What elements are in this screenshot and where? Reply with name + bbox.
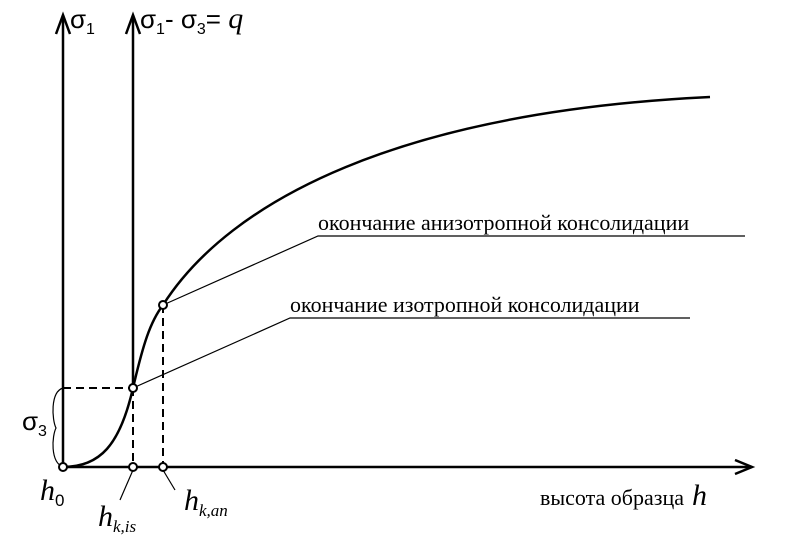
y2-label: σ1- σ3= q xyxy=(140,2,243,38)
symbol: h xyxy=(98,500,113,533)
leader-line xyxy=(162,235,745,306)
operator: - xyxy=(165,4,181,34)
y2-arrow xyxy=(124,11,142,35)
point xyxy=(158,300,168,310)
leader-line xyxy=(132,317,690,389)
point-label: h0 xyxy=(40,474,64,510)
x-label: высота образца h xyxy=(540,479,707,512)
points xyxy=(58,300,168,472)
point xyxy=(158,462,168,472)
point xyxy=(128,462,138,472)
curve xyxy=(62,95,711,469)
symbol: h xyxy=(40,474,55,507)
symbol: h xyxy=(184,484,199,517)
point-label: hk,an xyxy=(184,484,228,520)
x-arrow xyxy=(734,458,756,476)
symbol: σ xyxy=(181,4,197,34)
point xyxy=(58,462,68,472)
y1-arrow xyxy=(54,11,72,35)
annotation: окончание анизотропной консолидации xyxy=(318,210,689,235)
subscript: 1 xyxy=(86,21,95,38)
variable: h xyxy=(692,479,707,512)
subscript: 3 xyxy=(197,21,206,38)
symbol: σ xyxy=(140,4,156,34)
operator: = xyxy=(206,4,228,34)
x-label-text: высота образца xyxy=(540,485,684,510)
symbol: σ xyxy=(22,406,38,436)
variable: q xyxy=(228,2,243,35)
symbol: σ xyxy=(70,4,86,34)
subscript: 0 xyxy=(55,491,64,510)
subscript: 3 xyxy=(38,423,47,440)
subscript: k,is xyxy=(113,517,137,536)
y1-label: σ1 xyxy=(70,4,95,38)
dashed-guides xyxy=(63,305,164,467)
point-label: hk,is xyxy=(98,500,137,536)
sigma3-label: σ3 xyxy=(22,406,47,440)
subscript: 1 xyxy=(156,21,165,38)
brace xyxy=(52,387,64,468)
subscript: k,an xyxy=(199,501,228,520)
annotation: окончание изотропной консолидации xyxy=(290,292,640,317)
label-leader xyxy=(119,469,176,501)
axes xyxy=(54,11,756,476)
point xyxy=(128,383,138,393)
leaders xyxy=(132,235,745,389)
